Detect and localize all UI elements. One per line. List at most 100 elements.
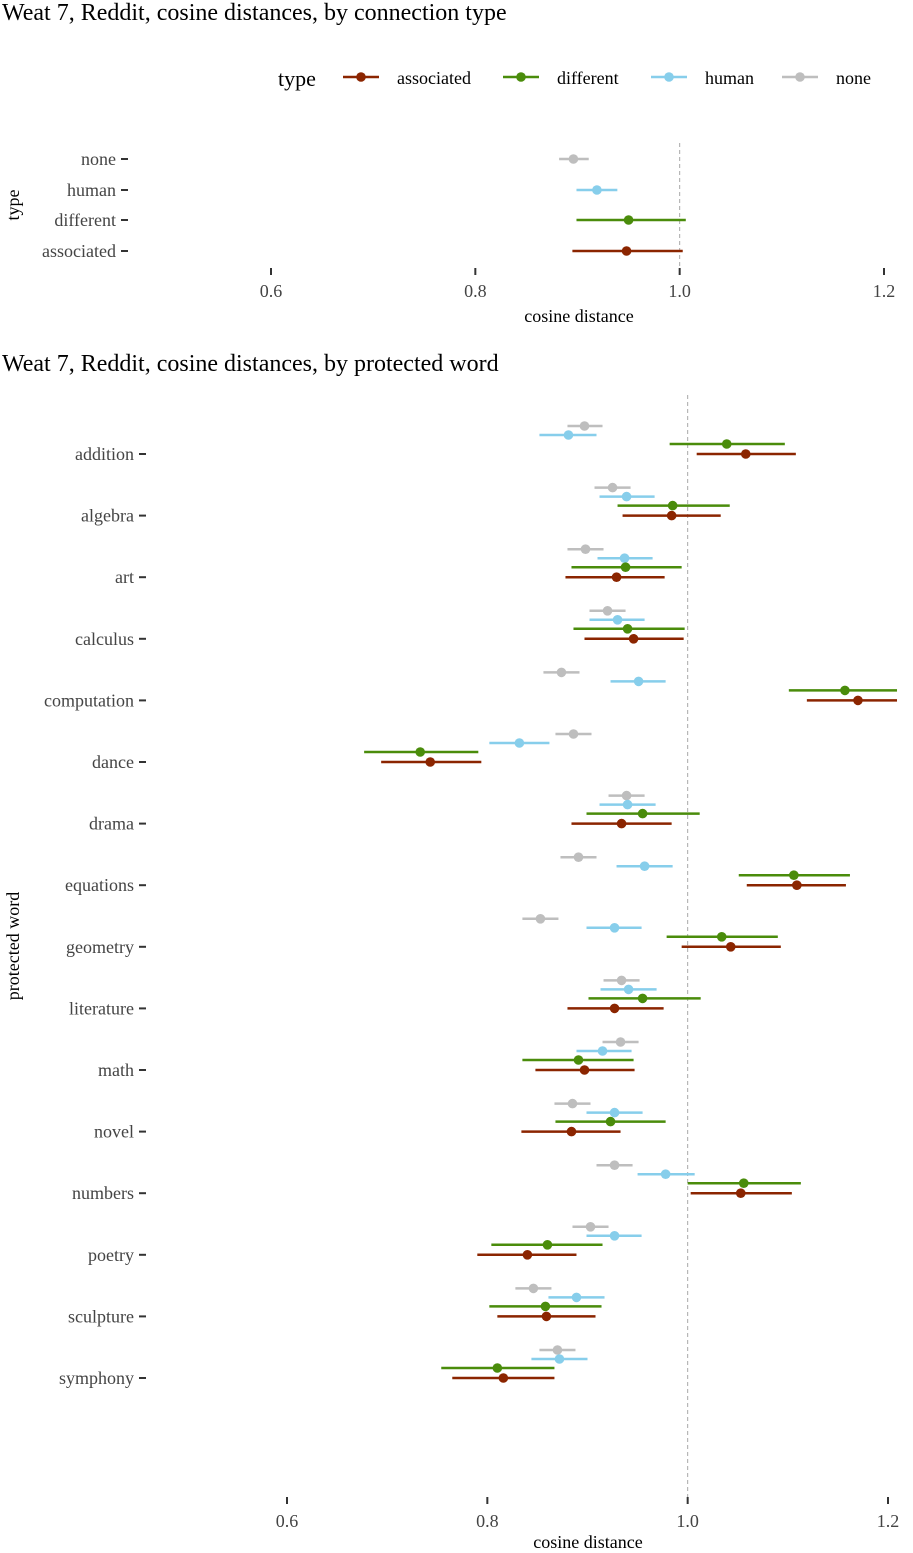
y-tick-label: drama — [89, 814, 134, 834]
point-none-sculpture — [528, 1283, 539, 1294]
y-tick-label: different — [54, 210, 116, 230]
y-tick-label: equations — [65, 875, 134, 895]
point-associated-drama — [616, 818, 627, 829]
point-human-sculpture — [571, 1292, 582, 1303]
point-none-symphony — [552, 1345, 563, 1355]
point-human-literature — [623, 984, 634, 995]
point-none-dance — [568, 729, 579, 739]
point-different-literature — [637, 993, 648, 1004]
x-tick-label: 1.0 — [676, 1511, 699, 1531]
point-human-poetry — [609, 1231, 620, 1241]
point-none-literature — [616, 975, 627, 986]
point-different-equations — [789, 870, 799, 880]
point-different-symphony — [492, 1363, 503, 1373]
point-none-none — [568, 154, 579, 164]
point-associated-equations — [792, 880, 802, 890]
point-human-human — [592, 185, 602, 195]
point-human-computation — [633, 676, 644, 687]
y-axis: addition algebra art calculus computation dan… — [44, 444, 146, 1388]
x-axis-label: cosine distance — [533, 1532, 642, 1552]
point-different-geometry — [716, 932, 727, 942]
point-none-algebra — [607, 482, 618, 493]
point-associated-addition — [740, 449, 751, 459]
plot-marks — [559, 154, 686, 256]
point-none-drama — [621, 790, 632, 801]
legend-title: type — [278, 66, 316, 91]
y-tick-label: poetry — [88, 1245, 134, 1265]
point-none-numbers — [609, 1160, 620, 1170]
y-tick-label: literature — [69, 998, 134, 1018]
legend-label-none: none — [836, 68, 871, 88]
y-axis: none human different associated — [42, 149, 128, 261]
point-different-different — [623, 215, 634, 225]
point-different-math — [573, 1055, 584, 1065]
y-tick-label: algebra — [81, 506, 134, 526]
legend: type associated different human none — [278, 66, 871, 91]
point-associated-associated — [621, 246, 632, 256]
y-tick-label: novel — [94, 1122, 134, 1142]
point-human-equations — [639, 861, 650, 871]
point-none-equations — [573, 852, 584, 862]
chart-panel-connection-type: Weat 7, Reddit, cosine distances, by con… — [2, 0, 895, 326]
point-human-drama — [622, 799, 633, 810]
point-associated-numbers — [735, 1188, 746, 1198]
y-tick-label: addition — [75, 444, 134, 464]
legend-label-different: different — [557, 68, 619, 88]
x-tick-label: 1.2 — [877, 1511, 900, 1531]
point-human-dance — [514, 738, 525, 748]
point-associated-computation — [853, 695, 863, 706]
legend-items: associated different human none — [343, 68, 871, 88]
point-associated-poetry — [522, 1250, 533, 1260]
point-different-addition — [721, 439, 732, 449]
point-human-math — [597, 1046, 608, 1056]
point-none-novel — [567, 1098, 578, 1109]
point-different-sculpture — [540, 1301, 551, 1312]
point-different-drama — [637, 808, 648, 819]
point-associated-math — [579, 1065, 590, 1075]
point-associated-sculpture — [541, 1311, 552, 1322]
y-tick-label: associated — [42, 241, 116, 261]
point-none-addition — [579, 421, 590, 431]
legend-key-point-different — [516, 72, 526, 82]
chart-title: Weat 7, Reddit, cosine distances, by pro… — [2, 351, 499, 377]
point-different-novel — [605, 1116, 616, 1127]
chart-panel-protected-word: Weat 7, Reddit, cosine distances, by pro… — [2, 351, 899, 1552]
point-different-algebra — [667, 500, 678, 511]
point-none-math — [615, 1037, 626, 1047]
y-tick-label: math — [98, 1060, 134, 1080]
legend-key-point-human — [664, 72, 674, 82]
y-tick-label: computation — [44, 690, 134, 710]
x-tick-label: 0.6 — [260, 281, 283, 301]
x-tick-label: 0.6 — [276, 1511, 299, 1531]
point-different-calculus — [622, 624, 633, 634]
point-associated-algebra — [666, 510, 677, 521]
point-human-addition — [563, 430, 574, 440]
point-human-novel — [609, 1107, 620, 1118]
y-tick-label: human — [67, 180, 116, 200]
x-tick-label: 0.8 — [464, 281, 487, 301]
point-human-algebra — [621, 491, 632, 502]
point-human-calculus — [612, 615, 623, 625]
point-associated-calculus — [628, 634, 639, 644]
point-different-art — [620, 562, 631, 572]
point-none-poetry — [585, 1222, 596, 1232]
x-axis: 0.6 0.8 1.0 1.2 — [276, 1497, 900, 1531]
chart-title: Weat 7, Reddit, cosine distances, by con… — [2, 0, 507, 26]
x-axis: 0.6 0.8 1.0 1.2 — [260, 268, 895, 301]
point-none-calculus — [602, 606, 613, 616]
point-human-geometry — [609, 923, 620, 933]
point-associated-literature — [609, 1003, 620, 1014]
point-human-symphony — [554, 1354, 565, 1364]
x-axis-label: cosine distance — [524, 306, 633, 326]
y-tick-label: symphony — [59, 1368, 134, 1388]
point-different-computation — [840, 685, 850, 696]
plot-marks — [364, 421, 898, 1383]
y-tick-label: none — [81, 149, 116, 169]
point-different-numbers — [738, 1178, 749, 1188]
point-human-art — [619, 553, 630, 563]
legend-label-human: human — [705, 68, 754, 88]
x-tick-label: 1.0 — [668, 281, 691, 301]
point-associated-geometry — [725, 942, 736, 952]
point-different-dance — [415, 747, 426, 757]
